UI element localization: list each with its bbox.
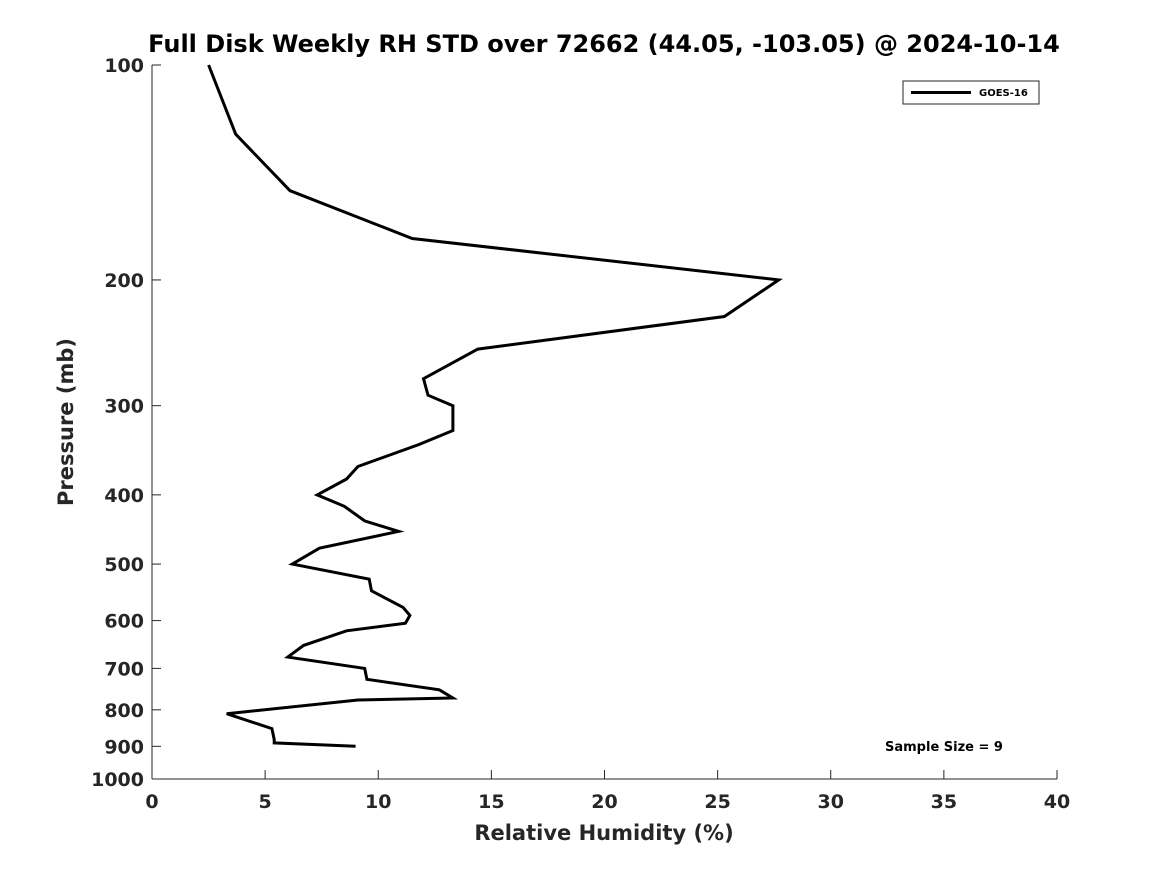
series-layer xyxy=(207,64,783,748)
x-tick-label: 30 xyxy=(818,791,844,813)
x-tick-label: 20 xyxy=(591,791,617,813)
x-tick-label: 5 xyxy=(259,791,272,813)
y-tick-label: 500 xyxy=(104,554,144,576)
legend-series-label: GOES-16 xyxy=(979,88,1028,99)
y-tick-label: 600 xyxy=(104,611,144,633)
y-tick-label: 700 xyxy=(104,658,144,680)
plot-area: 0 5 10 15 20 25 30 35 40 100 200 300 400 500 600 700 80… xyxy=(91,55,1070,813)
y-tick-label: 100 xyxy=(104,55,144,77)
x-tick-label: 25 xyxy=(704,791,730,813)
y-tick-label: 400 xyxy=(104,485,144,507)
x-tick-label: 40 xyxy=(1044,791,1070,813)
y-tick-label: 200 xyxy=(104,270,144,292)
x-tick-label: 10 xyxy=(365,791,391,813)
x-axis-label: Relative Humidity (%) xyxy=(474,821,733,845)
x-ticks: 0 5 10 15 20 25 30 35 40 xyxy=(145,770,1070,813)
x-tick-label: 15 xyxy=(478,791,504,813)
y-ticks: 100 200 300 400 500 600 700 800 900 1000 xyxy=(91,55,161,791)
y-tick-label: 300 xyxy=(104,396,144,418)
chart-title: Full Disk Weekly RH STD over 72662 (44.0… xyxy=(148,30,1060,58)
y-tick-label: 800 xyxy=(104,700,144,722)
legend: GOES-16 xyxy=(902,80,1040,105)
x-tick-label: 0 xyxy=(145,791,158,813)
y-tick-label: 900 xyxy=(104,736,144,758)
x-tick-label: 35 xyxy=(931,791,957,813)
series-line-goes-16 xyxy=(207,64,783,748)
y-axis-label: Pressure (mb) xyxy=(54,338,78,506)
y-tick-label: 1000 xyxy=(91,769,144,791)
sample-size-annotation: Sample Size = 9 xyxy=(885,740,1003,755)
